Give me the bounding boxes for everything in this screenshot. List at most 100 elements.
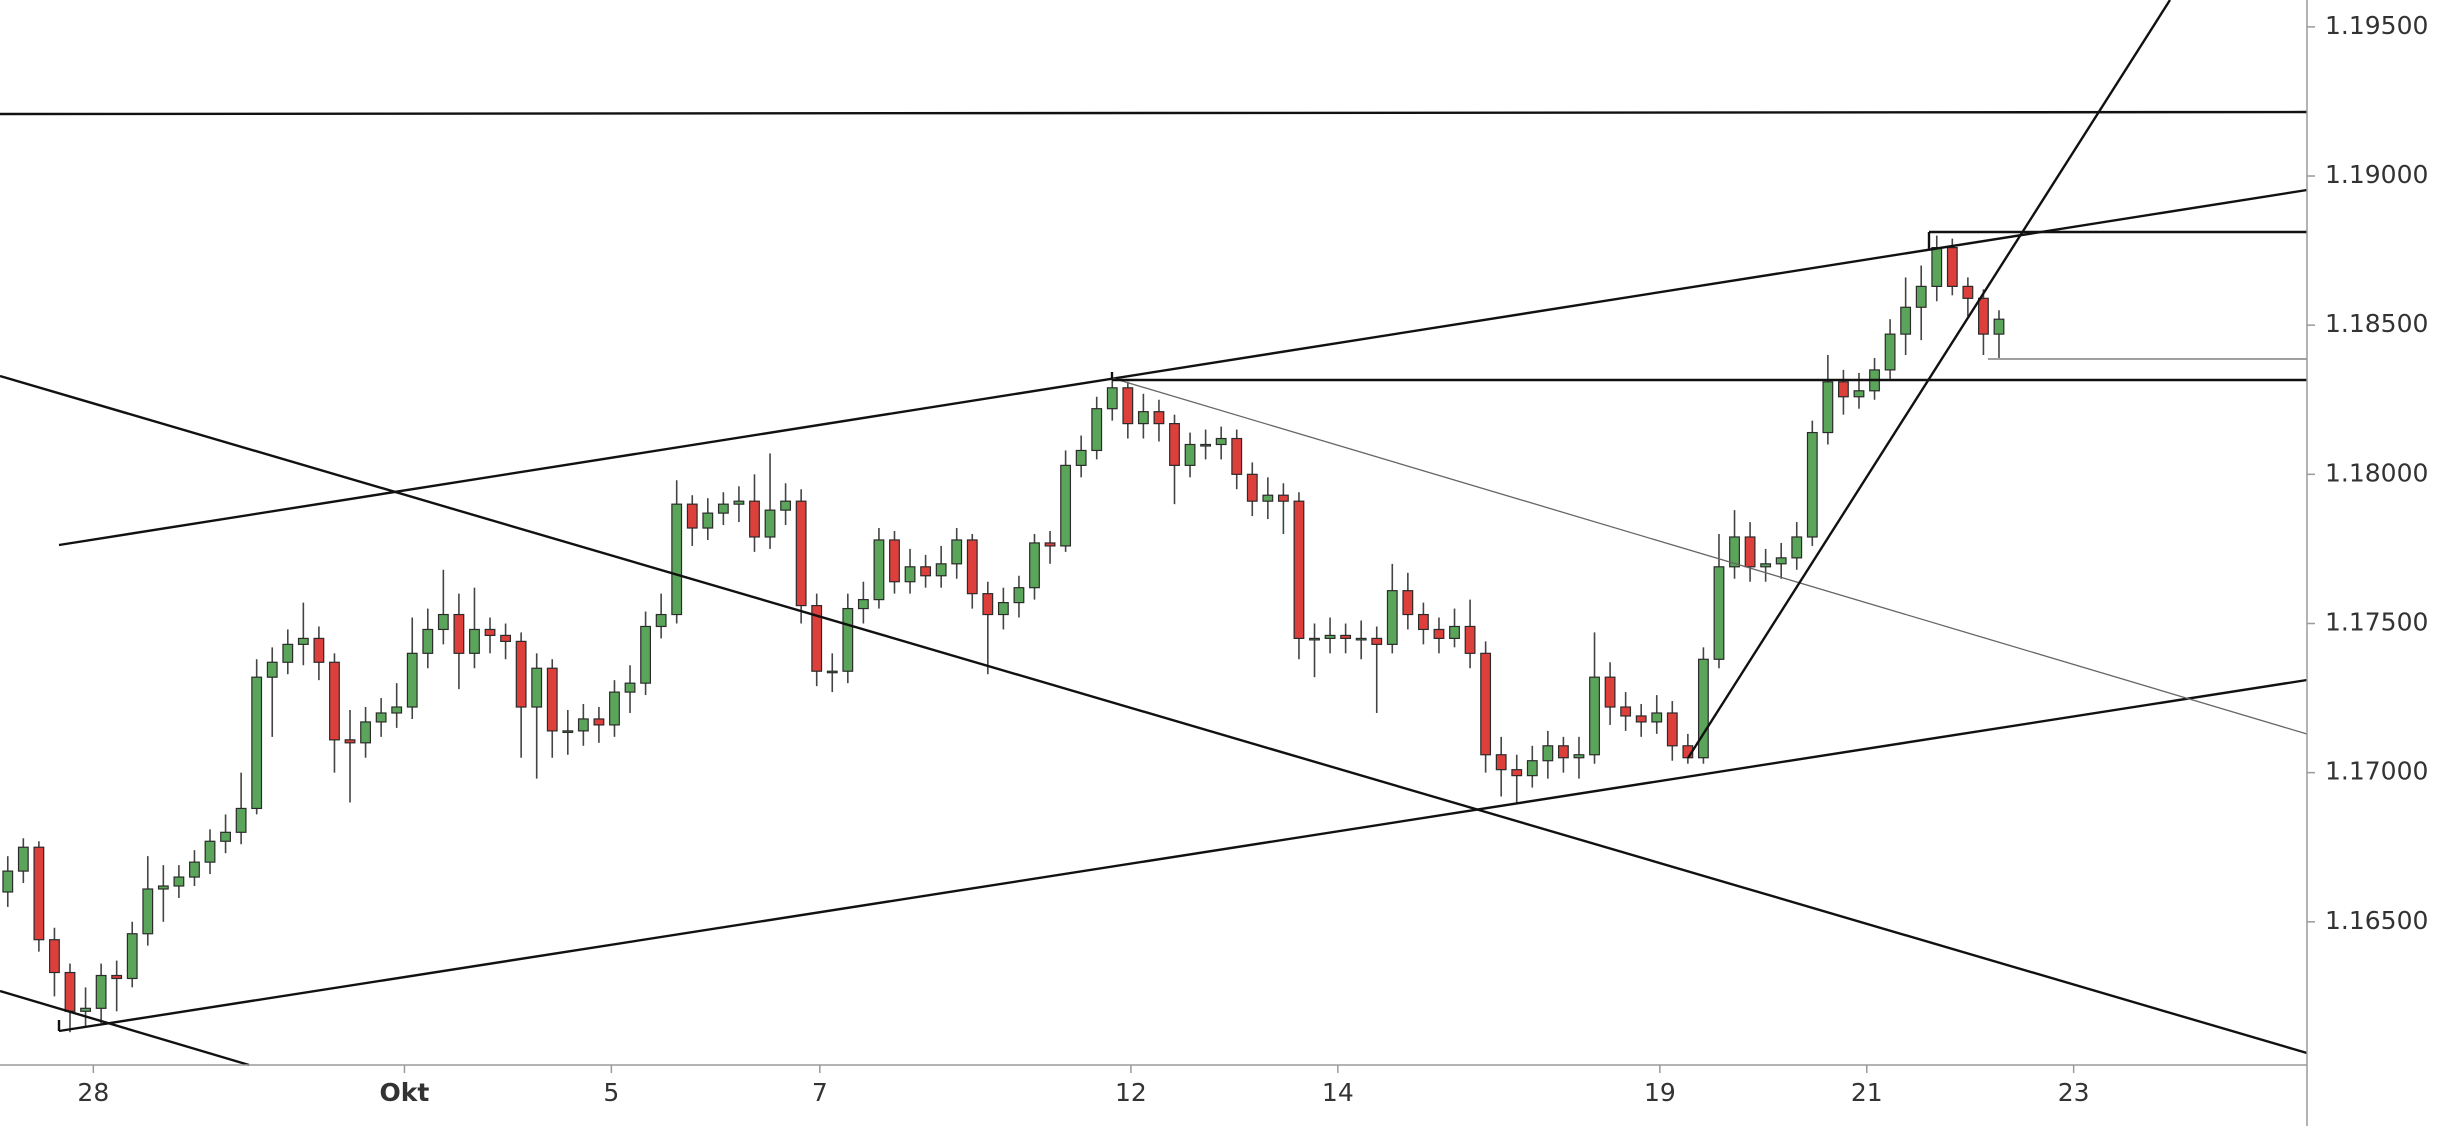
x-tick-label: 7 (812, 1078, 828, 1107)
candle-body (1744, 536, 1756, 568)
x-tick-label: 28 (77, 1078, 109, 1107)
candle-body (842, 607, 854, 672)
candle-body (1557, 745, 1569, 759)
candle-body (235, 807, 247, 833)
candle-body (1433, 628, 1445, 640)
candle-body (997, 602, 1009, 616)
candle-body (406, 652, 418, 708)
candle-body (811, 604, 823, 672)
candle-body (982, 593, 994, 616)
candle-body (1309, 637, 1320, 641)
candle-body (1837, 381, 1849, 398)
trend-line (1686, 0, 2172, 759)
candle-body (749, 500, 760, 538)
candle-body (780, 500, 792, 511)
candle-body (1775, 557, 1787, 565)
candle-body (577, 718, 589, 732)
trend-line (58, 188, 2308, 547)
candles (2, 235, 2005, 1033)
candle-body (1386, 590, 1398, 645)
candle-body (515, 640, 527, 708)
candle-body (624, 682, 636, 693)
candle-body (1371, 637, 1383, 645)
candle-body (484, 628, 496, 637)
candle-body (95, 974, 107, 1009)
candle-body (857, 599, 869, 610)
candle-body (1666, 712, 1678, 747)
candle-body (1029, 542, 1040, 589)
candle-body (1277, 494, 1289, 502)
candle-body (329, 661, 340, 741)
candle-body (1324, 634, 1336, 640)
candle-body (1993, 318, 2005, 335)
candle-body (1246, 473, 1258, 502)
candle-body (873, 539, 885, 601)
candle-body (375, 712, 387, 723)
trend-line (0, 989, 250, 1067)
candle-body (1480, 652, 1492, 756)
candle-body (1417, 613, 1429, 631)
candle-body (1978, 297, 1989, 335)
candle-body (1293, 500, 1305, 640)
candle-body (142, 888, 154, 935)
x-tick-label: 21 (1851, 1078, 1883, 1107)
candle-body (1402, 590, 1414, 616)
candle-body (469, 628, 480, 654)
candle-body (64, 971, 76, 1012)
candle-body (951, 539, 963, 565)
candle-body (1946, 247, 1958, 287)
candle-body (1122, 387, 1134, 425)
x-tick-label: 19 (1644, 1078, 1676, 1107)
candle-body (609, 691, 620, 726)
candle-body (500, 634, 512, 642)
candle-body (33, 846, 45, 941)
candle-body (360, 721, 371, 744)
candle-body (1153, 411, 1165, 425)
candle-body (1231, 437, 1243, 475)
candle-body (920, 566, 932, 577)
candle-body (1962, 285, 1974, 299)
candle-body (1137, 411, 1149, 425)
candle-body (1884, 333, 1896, 371)
candle-body (266, 661, 278, 678)
trend-line (0, 110, 2308, 116)
candle-body (1604, 676, 1616, 708)
candle-body (546, 667, 558, 732)
candle-body (2, 870, 14, 893)
candle-body (640, 625, 652, 684)
candle-body (344, 739, 356, 744)
x-tick-label: 14 (1322, 1078, 1354, 1107)
candle-body (204, 840, 216, 863)
candle-body (1464, 625, 1476, 654)
candle-body (173, 876, 185, 887)
candle-body (733, 500, 745, 505)
candle-body (1542, 745, 1554, 762)
candle-body (1355, 637, 1367, 641)
x-tick-label: 5 (603, 1078, 619, 1107)
candle-body (49, 939, 60, 974)
candle-body (297, 637, 309, 645)
candle-body (111, 974, 123, 980)
candle-body (655, 613, 667, 628)
candle-body (1200, 443, 1212, 447)
candle-body (531, 667, 543, 708)
candle-body (391, 706, 403, 714)
candle-body (1511, 769, 1523, 777)
candle-body (764, 509, 776, 538)
candle-body (1060, 464, 1072, 547)
candle-body (1729, 536, 1740, 568)
candle-body (251, 676, 263, 810)
candle-body (1106, 387, 1118, 410)
axes: 1.16500 1.17000 1.17500 1.18000 1.18500 1.190… (77, 11, 2428, 1107)
candle-body (1589, 676, 1600, 756)
candle-body (1651, 712, 1663, 723)
candle-body (1900, 306, 1912, 335)
candle-body (1713, 566, 1725, 660)
y-tick-label: 1.17500 (2325, 607, 2428, 636)
candle-body (935, 563, 947, 577)
candle-body (1791, 536, 1803, 559)
candle-body (126, 933, 138, 980)
candle-body (1822, 381, 1834, 434)
